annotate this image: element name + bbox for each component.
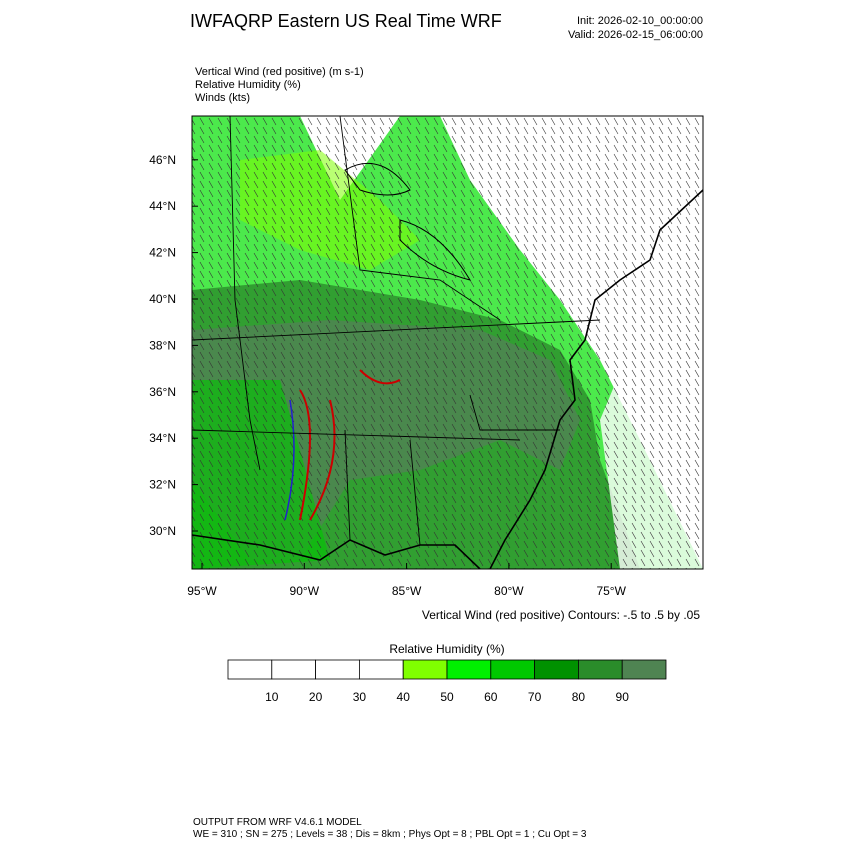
lat-label: 46°N [149, 153, 176, 167]
field-list: Vertical Wind (red positive) (m s-1)Rela… [195, 66, 364, 104]
colorbar-label: 90 [616, 690, 630, 704]
colorbar-box [315, 659, 360, 680]
contour-note: Vertical Wind (red positive) Contours: -… [422, 608, 700, 622]
lon-label: 95°W [187, 584, 217, 598]
lat-label: 44°N [149, 199, 176, 213]
colorbar-box [402, 659, 448, 680]
lat-label: 34°N [149, 431, 176, 445]
lat-label: 36°N [149, 385, 176, 399]
colorbar-label: 20 [309, 690, 323, 704]
lat-label: 40°N [149, 292, 176, 306]
colorbar-box [490, 659, 535, 680]
axis-ticks: 30°N 32°N 34°N 36°N 38°N 40°N 42°N 44°N 46°N 95°W… [149, 153, 626, 598]
colorbar-label: 70 [528, 690, 542, 704]
footer-line: OUTPUT FROM WRF V4.6.1 MODEL [193, 817, 362, 828]
lat-label: 32°N [149, 478, 176, 492]
field-label: Winds (kts) [195, 92, 250, 104]
colorbar-label: 30 [353, 690, 367, 704]
field-label: Relative Humidity (%) [195, 79, 301, 91]
colorbar-label: 10 [265, 690, 279, 704]
lon-label: 80°W [494, 584, 524, 598]
colorbar-label: 50 [440, 690, 454, 704]
valid: Valid: 2026-02-15_06:00:00 [568, 29, 703, 41]
colorbar-box [446, 659, 492, 680]
map [192, 116, 703, 569]
colorbar-label: 40 [397, 690, 411, 704]
colorbar: 10 20 30 40 50 60 70 80 90 [227, 659, 667, 704]
colorbar-box [271, 659, 316, 680]
colorbar-label: 80 [572, 690, 586, 704]
colorbar-label: 60 [484, 690, 498, 704]
lon-label: 75°W [596, 584, 626, 598]
colorbar-box [621, 659, 667, 680]
init: Init: 2026-02-10_00:00:00 [577, 15, 703, 27]
map-frame [191, 115, 704, 570]
colorbar-box [578, 659, 623, 680]
footer-line: WE = 310 ; SN = 275 ; Levels = 38 ; Dis … [193, 829, 587, 840]
lon-label: 90°W [290, 584, 320, 598]
lat-label: 42°N [149, 246, 176, 260]
colorbar-box [534, 659, 579, 680]
colorbar-box [358, 659, 404, 680]
lon-label: 85°W [392, 584, 422, 598]
lat-label: 38°N [149, 338, 176, 352]
lat-label: 30°N [149, 524, 176, 538]
colorbar-box [227, 659, 273, 680]
title: IWFAQRP Eastern US Real Time WRF [190, 11, 502, 31]
colorbar-title: Relative Humidity (%) [389, 642, 504, 656]
field-label: Vertical Wind (red positive) (m s-1) [195, 66, 364, 78]
